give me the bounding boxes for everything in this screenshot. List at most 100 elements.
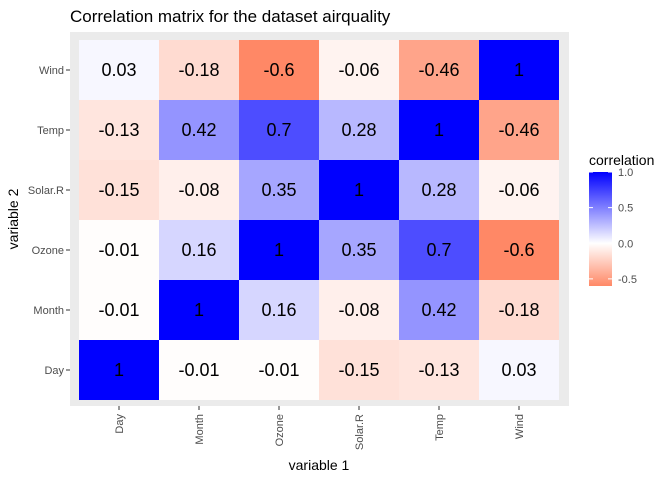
heatmap-cell-labels: 1 -0.01 -0.01 -0.15 -0.13 0.03 -0.01 1 0.16 -0.08…	[98, 60, 539, 380]
cell-value-label: -0.46	[418, 60, 459, 80]
cell-value-label: 1	[114, 360, 124, 380]
heatmap-cell	[79, 40, 159, 100]
cell-value-label: 1	[274, 240, 284, 260]
x-tick-label: Month	[194, 414, 206, 445]
cell-value-label: 0.42	[181, 120, 216, 140]
heatmap-cell	[399, 280, 479, 340]
heatmap-cell	[159, 160, 239, 220]
cell-value-label: 1	[354, 180, 364, 200]
cell-value-label: 0.03	[501, 360, 536, 380]
cell-value-label: -0.13	[418, 360, 459, 380]
heatmap-cell	[79, 160, 159, 220]
legend-tick-label: 0.0	[618, 238, 633, 250]
heatmap-cell	[79, 340, 159, 400]
x-tick-label: Ozone	[274, 414, 286, 446]
heatmap-cell	[239, 280, 319, 340]
heatmap-cell	[479, 340, 559, 400]
y-tick-label: Month	[33, 305, 64, 317]
cell-value-label: 1	[194, 300, 204, 320]
heatmap-cell	[159, 220, 239, 280]
legend-tick-label: 0.5	[618, 203, 633, 215]
x-tick-label: Day	[114, 414, 126, 434]
y-tick-label: Solar.R	[28, 185, 64, 197]
cell-value-label: 0.7	[426, 240, 451, 260]
cell-value-label: 0.28	[341, 120, 376, 140]
cell-value-label: -0.13	[98, 120, 139, 140]
cell-value-label: 0.28	[421, 180, 456, 200]
heatmap-cell	[239, 100, 319, 160]
x-axis-title: variable 1	[289, 457, 350, 473]
heatmap-cell	[79, 220, 159, 280]
cell-value-label: -0.06	[338, 60, 379, 80]
heatmap-cell	[479, 220, 559, 280]
cell-value-label: 1	[514, 60, 524, 80]
heatmap-cell	[479, 40, 559, 100]
cell-value-label: 0.35	[261, 180, 296, 200]
legend-tick-label: 1.0	[618, 167, 633, 179]
y-axis-title: variable 2	[5, 188, 21, 249]
cell-value-label: -0.18	[178, 60, 219, 80]
legend-tick-label: -0.5	[618, 274, 637, 286]
heatmap-cell	[159, 340, 239, 400]
heatmap-cell	[319, 100, 399, 160]
heatmap-cell	[159, 280, 239, 340]
cell-value-label: 0.03	[101, 60, 136, 80]
heatmap-cells	[79, 40, 559, 400]
heatmap-cell	[319, 40, 399, 100]
cell-value-label: -0.08	[338, 300, 379, 320]
legend-title: correlation	[589, 152, 654, 168]
heatmap-cell	[479, 100, 559, 160]
cell-value-label: 0.35	[341, 240, 376, 260]
heatmap-cell	[319, 280, 399, 340]
heatmap-cell	[159, 40, 239, 100]
x-tick-label: Solar.R	[354, 414, 366, 450]
heatmap-cell	[239, 40, 319, 100]
heatmap-cell	[399, 100, 479, 160]
y-tick-label: Day	[44, 365, 64, 377]
heatmap-cell	[79, 280, 159, 340]
heatmap-cell	[159, 100, 239, 160]
heatmap-cell	[399, 220, 479, 280]
legend: correlation 1.0 0.5 0.0 -0.5	[589, 152, 654, 286]
heatmap-cell	[319, 220, 399, 280]
cell-value-label: -0.15	[98, 180, 139, 200]
heatmap-cell	[239, 220, 319, 280]
y-tick-label: Ozone	[32, 245, 64, 257]
y-tick-label: Wind	[39, 65, 64, 77]
legend-colorbar	[589, 172, 612, 286]
cell-value-label: -0.6	[503, 240, 534, 260]
legend-ticks: 1.0 0.5 0.0 -0.5	[589, 167, 637, 286]
x-tick-label: Wind	[514, 414, 526, 439]
heatmap-cell	[479, 160, 559, 220]
cell-value-label: 0.16	[181, 240, 216, 260]
cell-value-label: -0.01	[178, 360, 219, 380]
cell-value-label: -0.46	[498, 120, 539, 140]
cell-value-label: -0.08	[178, 180, 219, 200]
cell-value-label: -0.01	[98, 240, 139, 260]
cell-value-label: -0.18	[498, 300, 539, 320]
x-tick-label: Temp	[434, 414, 446, 441]
cell-value-label: -0.06	[498, 180, 539, 200]
y-tick-label: Temp	[37, 125, 64, 137]
cell-value-label: 1	[434, 120, 444, 140]
heatmap-cell	[399, 40, 479, 100]
cell-value-label: 0.16	[261, 300, 296, 320]
heatmap-cell	[79, 100, 159, 160]
heatmap-cell	[479, 280, 559, 340]
cell-value-label: -0.15	[338, 360, 379, 380]
heatmap-cell	[399, 340, 479, 400]
cell-value-label: -0.01	[98, 300, 139, 320]
heatmap-cell	[319, 160, 399, 220]
chart-title: Correlation matrix for the dataset airqu…	[70, 7, 391, 26]
x-axis-ticks: Day Month Ozone Solar.R Temp Wind	[114, 406, 526, 450]
cell-value-label: 0.7	[266, 120, 291, 140]
cell-value-label: -0.01	[258, 360, 299, 380]
cell-value-label: -0.6	[263, 60, 294, 80]
heatmap-cell	[239, 340, 319, 400]
heatmap-cell	[239, 160, 319, 220]
cell-value-label: 0.42	[421, 300, 456, 320]
y-axis-ticks: Day Month Ozone Solar.R Temp Wind	[28, 65, 70, 377]
heatmap-cell	[319, 340, 399, 400]
heatmap-cell	[399, 160, 479, 220]
